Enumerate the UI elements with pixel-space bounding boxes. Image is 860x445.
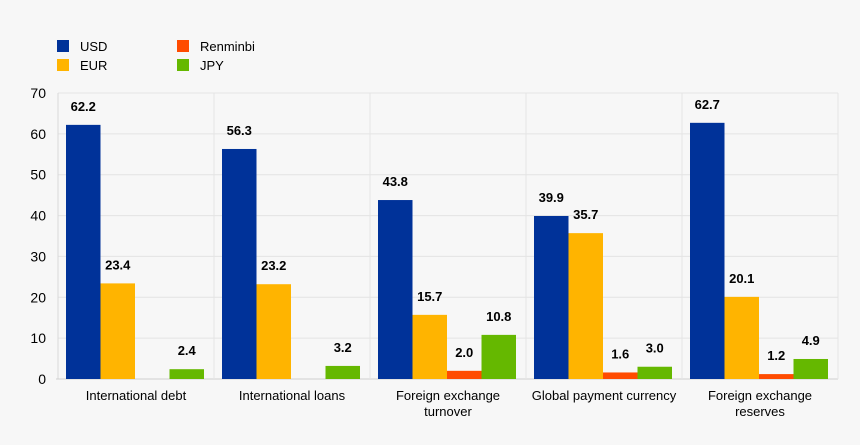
bar-eur	[256, 284, 291, 379]
x-tick-label: International loans	[239, 388, 346, 403]
y-tick-label: 40	[30, 208, 46, 224]
x-tick-label: turnover	[424, 404, 472, 419]
bar-eur	[100, 283, 135, 379]
y-tick-label: 0	[38, 371, 46, 387]
y-tick-label: 50	[30, 167, 46, 183]
legend-swatch-eur	[57, 59, 69, 71]
bar-eur	[412, 314, 447, 379]
y-tick-label: 30	[30, 248, 46, 264]
bar-eur	[568, 233, 603, 379]
legend-swatch-renminbi	[177, 40, 189, 52]
bar-jpy	[325, 365, 360, 379]
bar-renminbi	[759, 374, 794, 379]
data-label: 1.2	[767, 348, 785, 363]
data-label: 4.9	[802, 333, 820, 348]
data-label: 23.2	[261, 258, 286, 273]
bar-jpy	[637, 366, 672, 379]
data-label: 15.7	[417, 289, 442, 304]
data-label: 3.2	[334, 340, 352, 355]
legend-label: JPY	[200, 58, 224, 73]
legend: USD EUR Renminbi JPY	[57, 39, 255, 73]
data-label: 62.7	[695, 97, 720, 112]
data-label: 62.2	[71, 99, 96, 114]
bar-usd	[534, 215, 569, 379]
bar-usd	[222, 148, 257, 379]
bar-jpy	[169, 369, 204, 379]
bar-usd	[66, 124, 101, 380]
data-label: 39.9	[539, 190, 564, 205]
data-label: 23.4	[105, 257, 131, 272]
x-tick-label: Foreign exchange	[396, 388, 500, 403]
y-tick-label: 60	[30, 126, 46, 142]
data-label: 10.8	[486, 309, 511, 324]
legend-swatch-usd	[57, 40, 69, 52]
data-label: 1.6	[611, 346, 629, 361]
y-axis: 0 10 20 30 40 50 60 70	[30, 85, 46, 387]
x-tick-label: International debt	[86, 388, 187, 403]
data-label: 56.3	[227, 123, 252, 138]
y-tick-label: 10	[30, 330, 46, 346]
x-tick-label: Global payment currency	[532, 388, 677, 403]
bars	[66, 122, 828, 380]
x-axis: International debt International loans For…	[86, 388, 812, 419]
bar-renminbi	[447, 370, 482, 379]
data-labels: 62.2 23.4 2.4 56.3 23.2 3.2 43.8 15.7 2.0 10.8 39.…	[71, 97, 820, 363]
bar-renminbi	[603, 372, 638, 379]
data-label: 2.0	[455, 345, 473, 360]
legend-label: Renminbi	[200, 39, 255, 54]
legend-swatch-jpy	[177, 59, 189, 71]
bar-usd	[378, 200, 413, 379]
legend-label: EUR	[80, 58, 107, 73]
gridlines	[56, 92, 839, 380]
data-label: 35.7	[573, 207, 598, 222]
bar-jpy	[481, 334, 516, 379]
x-tick-label: Foreign exchange	[708, 388, 812, 403]
data-label: 3.0	[646, 341, 664, 356]
y-tick-label: 70	[30, 85, 46, 101]
x-tick-label: reserves	[735, 404, 785, 419]
legend-label: USD	[80, 39, 107, 54]
data-label: 43.8	[383, 174, 408, 189]
data-label: 20.1	[729, 271, 754, 286]
bar-usd	[690, 122, 725, 379]
data-label: 2.4	[178, 343, 197, 358]
y-tick-label: 20	[30, 289, 46, 305]
bar-eur	[724, 296, 759, 379]
bar-jpy	[793, 358, 828, 379]
